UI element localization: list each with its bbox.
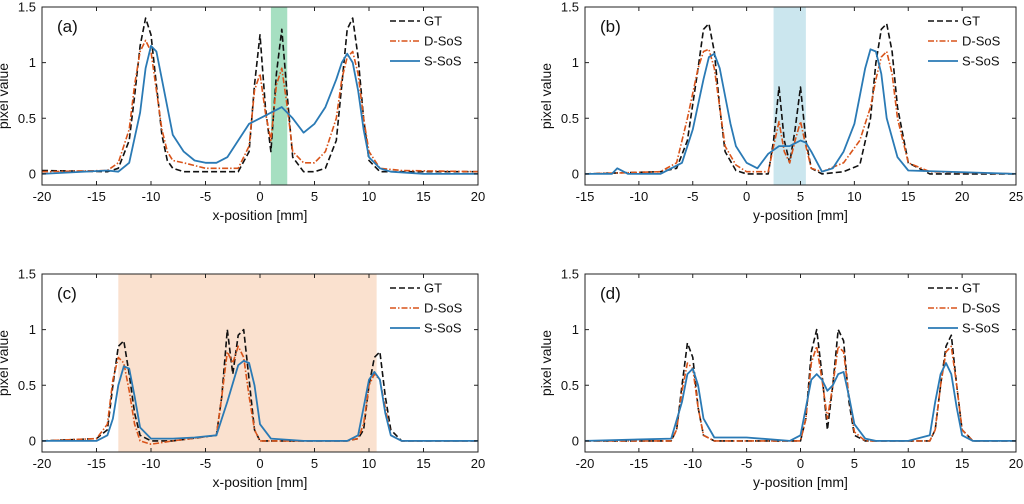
panel-2: -15 -10 -5 0 5 10 15 20 25 0 0.5 1 1.5 y-position [mm…	[538, 0, 1023, 223]
legend-label-d-sos: D-SoS	[962, 301, 1001, 316]
y-tick-label: 1	[572, 55, 579, 70]
y-tick-label: 0	[572, 166, 579, 181]
series-d-sos-line	[584, 48, 1017, 175]
x-tick-label: -15	[576, 189, 595, 204]
y-tick-label: 0	[572, 433, 579, 448]
series-gt-line	[41, 328, 478, 442]
x-tick-label: -15	[87, 189, 106, 204]
plot-frame	[41, 6, 479, 186]
x-tick-label: 5	[851, 456, 858, 471]
x-tick-label: -15	[629, 456, 648, 471]
series-d-sos-line	[41, 345, 478, 446]
x-tick-label: 15	[416, 456, 430, 471]
series-d-sos-line	[41, 39, 479, 173]
x-tick-label: -15	[87, 456, 106, 471]
legend-label-s-sos: S-SoS	[962, 54, 1000, 69]
legend-label-gt: GT	[962, 281, 980, 296]
x-tick-label: -10	[629, 189, 648, 204]
y-tick-label: 1	[29, 322, 36, 337]
x-tick-label: 0	[743, 189, 750, 204]
series-s-sos-line	[42, 359, 478, 442]
x-tick-label: 0	[256, 189, 263, 204]
x-tick-label: 15	[416, 189, 430, 204]
x-tick-label: -20	[576, 456, 595, 471]
highlight-band	[773, 7, 806, 185]
y-tick-label: 0.5	[18, 111, 36, 126]
highlight-band	[270, 7, 288, 185]
x-tick-label: 20	[471, 189, 485, 204]
legend-label-d-sos: D-SoS	[424, 34, 463, 49]
y-tick-label: 0.5	[561, 378, 579, 393]
x-axis-label: y-position [mm]	[753, 474, 848, 490]
x-tick-label: 10	[362, 189, 376, 204]
x-tick-label: 5	[797, 189, 804, 204]
x-tick-label: -10	[142, 456, 161, 471]
legend-label-gt: GT	[424, 281, 442, 296]
x-tick-label: -10	[142, 189, 161, 204]
x-tick-label: 0	[797, 456, 804, 471]
x-tick-label: -20	[33, 189, 52, 204]
x-tick-label: -5	[200, 456, 212, 471]
panel-4: -20 -15 -10 -5 0 5 10 15 20 0 0.5 1 1.5 y-position [m…	[538, 267, 1023, 491]
x-axis-label: y-position [mm]	[753, 207, 848, 223]
series-gt-line	[585, 328, 1016, 442]
x-tick-label: 20	[955, 189, 969, 204]
x-tick-label: -5	[741, 456, 753, 471]
legend-label-s-sos: S-SoS	[424, 321, 462, 336]
y-tick-label: 0	[29, 433, 36, 448]
panel-3: -20 -15 -10 -5 0 5 10 15 20 0 0.5 1 1.5 x-position [m…	[0, 267, 485, 491]
x-tick-label: 10	[847, 189, 861, 204]
y-tick-label: 0.5	[18, 378, 36, 393]
panel-1: -20 -15 -10 -5 0 5 10 15 20 0 0.5 1 1.5 x-position [m…	[0, 0, 485, 223]
x-tick-label: 0	[256, 456, 263, 471]
y-axis-label: pixel value	[538, 63, 554, 129]
legend-label-d-sos: D-SoS	[962, 34, 1001, 49]
y-tick-label: 1	[29, 55, 36, 70]
series-s-sos-line	[585, 48, 1017, 175]
x-tick-label: 10	[901, 456, 915, 471]
panel-label: (c)	[57, 284, 77, 303]
panel-label: (b)	[600, 17, 621, 36]
legend-label-d-sos: D-SoS	[424, 301, 463, 316]
legend-label-gt: GT	[424, 14, 442, 29]
y-tick-label: 1.5	[561, 267, 579, 282]
x-tick-label: 20	[1009, 456, 1023, 471]
legend-label-s-sos: S-SoS	[962, 321, 1000, 336]
series-gt-line	[41, 17, 478, 173]
y-tick-label: 1	[572, 322, 579, 337]
y-tick-label: 0	[29, 166, 36, 181]
x-tick-label: 5	[311, 456, 318, 471]
x-tick-label: -20	[33, 456, 52, 471]
x-tick-label: 10	[362, 456, 376, 471]
x-tick-label: -5	[687, 189, 699, 204]
legend-label-gt: GT	[962, 14, 980, 29]
series-s-sos-line	[41, 45, 478, 175]
x-axis-label: x-position [mm]	[213, 474, 308, 490]
x-tick-label: -5	[200, 189, 212, 204]
legend-label-s-sos: S-SoS	[424, 54, 462, 69]
x-tick-label: 15	[955, 456, 969, 471]
x-tick-label: 5	[311, 189, 318, 204]
plot-frame	[584, 273, 1017, 453]
y-axis-label: pixel value	[0, 330, 11, 396]
x-tick-label: 25	[1009, 189, 1023, 204]
y-tick-label: 1.5	[18, 267, 36, 282]
x-tick-label: 15	[901, 189, 915, 204]
y-tick-label: 0.5	[561, 111, 579, 126]
y-tick-label: 1.5	[561, 0, 579, 15]
y-axis-label: pixel value	[0, 63, 11, 129]
y-tick-label: 1.5	[18, 0, 36, 15]
panel-label: (d)	[600, 284, 621, 303]
x-tick-label: 20	[471, 456, 485, 471]
x-tick-label: -10	[683, 456, 702, 471]
series-d-sos-line	[585, 345, 1016, 442]
series-s-sos-line	[584, 362, 1016, 442]
y-axis-label: pixel value	[538, 330, 554, 396]
panel-label: (a)	[57, 17, 78, 36]
x-axis-label: x-position [mm]	[213, 207, 308, 223]
